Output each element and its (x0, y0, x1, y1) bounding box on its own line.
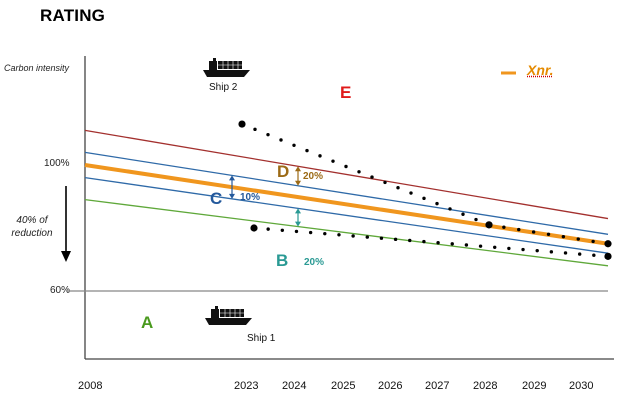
trajectory-dot (592, 253, 596, 257)
x-tick-2024: 2024 (282, 380, 307, 392)
x-tick-2023: 2023 (234, 380, 259, 392)
trajectory-dot (253, 127, 257, 132)
trajectory-dot (393, 237, 398, 242)
trajectory-dot (436, 241, 440, 245)
trajectory-1 (238, 120, 612, 248)
trajectory-dot (370, 175, 374, 179)
trajectory-dot (305, 148, 309, 153)
zone-b-arrow (295, 208, 301, 227)
x-tick-2029: 2029 (522, 380, 547, 392)
x-tick-2030: 2030 (569, 380, 594, 392)
trajectory-point-0 (238, 120, 246, 128)
trajectory-dot (448, 207, 452, 211)
x-tick-2027: 2027 (425, 380, 450, 392)
y-tick-100: 100% (44, 158, 70, 169)
trajectory-dot (337, 233, 341, 237)
x-tick-2025: 2025 (331, 380, 356, 392)
trajectory-dot (576, 237, 580, 241)
ship-2-icon (203, 58, 250, 77)
trajectory-dot (266, 132, 270, 137)
trajectory-dot (493, 245, 497, 249)
trajectory-dot (535, 248, 539, 253)
trajectory-2 (250, 224, 612, 260)
zone-b-label: B (276, 251, 289, 270)
trajectory-dot (379, 236, 384, 240)
trajectory-dot (365, 235, 369, 239)
zone-c-arrow (229, 175, 235, 199)
trajectory-dot (383, 180, 387, 185)
trajectory-dot (435, 201, 439, 206)
zone-c-band: 10% (240, 192, 261, 203)
trajectory-dot (591, 239, 595, 244)
trajectory-dot (464, 243, 469, 247)
trajectory-dot (422, 196, 426, 201)
trajectory-dot (408, 238, 412, 243)
trajectory-dot (409, 191, 413, 195)
trajectory-dot (266, 227, 270, 231)
trajectory-dot (502, 225, 506, 229)
zone-d-arrow (295, 166, 301, 186)
trajectory-dot (521, 247, 525, 252)
series-line-2 (84, 163, 609, 246)
x-tick-2026: 2026 (378, 380, 403, 392)
series-line-4 (84, 199, 609, 267)
trajectory-dot (563, 251, 568, 255)
y-tick-60: 60% (50, 285, 71, 296)
trajectory-dot (318, 154, 322, 158)
trajectory-point-0 (250, 224, 258, 232)
trajectory-dot (507, 246, 511, 251)
trajectory-dot (280, 228, 285, 232)
zone-e-label: E (340, 83, 352, 102)
zone-a-label: A (141, 313, 154, 332)
zone-c-label: C (210, 189, 223, 208)
trajectory-dot (351, 234, 355, 238)
trajectory-dot (561, 234, 566, 239)
trajectory-dot (461, 212, 465, 216)
trajectory-dot (294, 229, 299, 234)
zone-d-band: 20% (303, 171, 324, 182)
trajectory-dot (474, 217, 478, 222)
trajectory-dot (357, 170, 361, 174)
trajectory-dot (450, 242, 454, 246)
trajectory-dot (422, 239, 426, 244)
trajectory-point-2 (604, 240, 612, 248)
trajectory-dot (292, 143, 296, 147)
legend-label: Xnr. (527, 62, 554, 78)
trajectory-dot (517, 227, 521, 232)
trajectory-dot (344, 164, 348, 169)
x-tick-2008: 2008 (78, 380, 103, 392)
trajectory-dot (323, 231, 327, 236)
x-tick-2028: 2028 (473, 380, 498, 392)
trajectory-dot (396, 186, 400, 190)
reduction-label: 40% of reduction (11, 215, 53, 239)
trajectory-dot (531, 230, 536, 234)
zone-b-band: 20% (304, 257, 325, 268)
y-axis-label: Carbon intensity (4, 63, 70, 73)
ship-1-label: Ship 1 (247, 333, 276, 344)
trajectory-dot (308, 230, 313, 235)
trajectory-dot (577, 252, 582, 256)
ship-2-label: Ship 2 (209, 82, 238, 93)
ship-1-icon (205, 306, 252, 325)
trajectory-dot (478, 244, 483, 248)
trajectory-point-1 (485, 221, 493, 229)
reduction-arrow-head (61, 251, 71, 262)
series-line-3 (84, 176, 609, 254)
trajectory-dot (546, 232, 551, 236)
trajectory-dot (331, 159, 335, 163)
trajectory-dot (549, 250, 554, 254)
zone-d-label: D (277, 162, 290, 181)
series-line-1 (84, 151, 609, 235)
diagram-title: RATING (40, 6, 106, 25)
trajectory-dot (279, 138, 283, 142)
trajectory-point-1 (604, 252, 612, 260)
series-line-0 (84, 129, 609, 220)
